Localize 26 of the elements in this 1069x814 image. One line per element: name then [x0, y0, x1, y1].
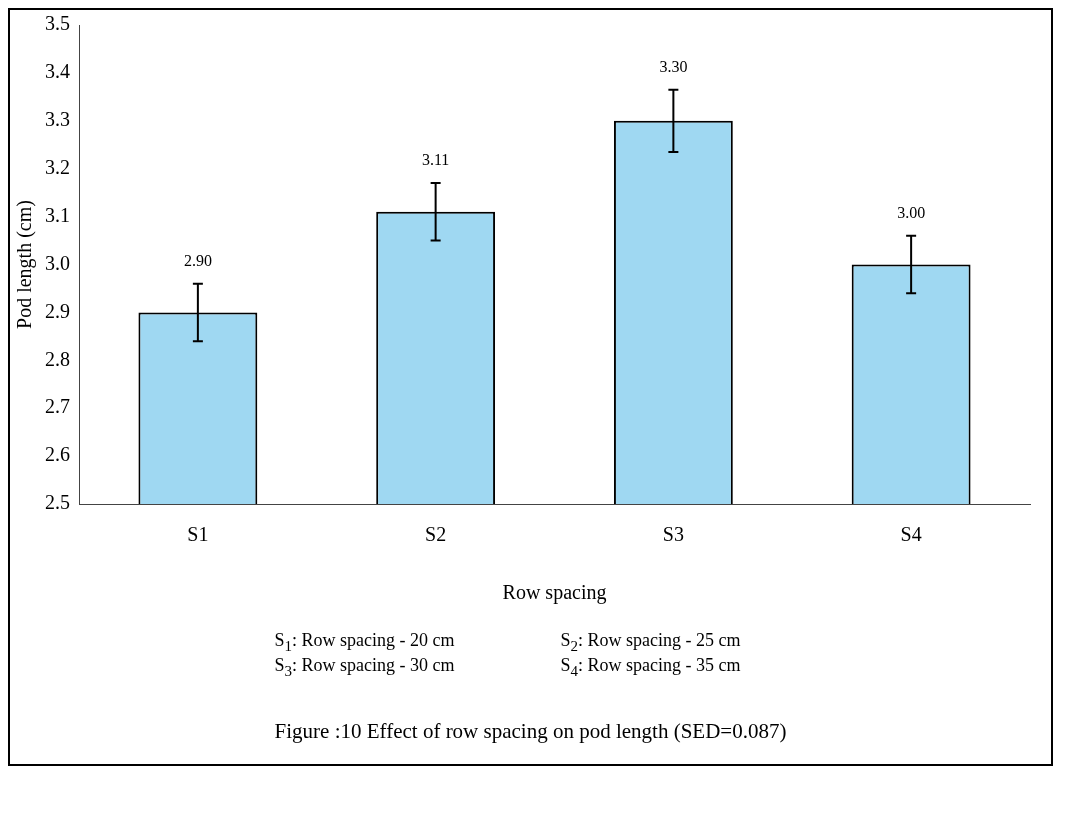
- text: S$_{1}$: Row spacing - 20 cm: [274, 630, 456, 655]
- y-tick-label: 2.5: [45, 491, 70, 514]
- text: S$_{2}$: Row spacing - 25 cm: [560, 630, 742, 655]
- y-tick-label: 2.7: [45, 395, 70, 418]
- text: Figure :10 Effect of row spacing on pod length (SED=0.087): [274, 719, 787, 745]
- data-label: 2.90: [183, 251, 212, 269]
- data-label: 3.30: [659, 57, 688, 75]
- x-axis-title: Row spacing: [502, 581, 607, 605]
- y-tick-label: 2.9: [45, 299, 70, 322]
- y-axis-title: Pod length (cm): [13, 200, 37, 329]
- data-label: 3.00: [897, 203, 926, 221]
- x-tick-label: S3: [662, 523, 684, 546]
- y-tick-label: 3.3: [45, 108, 70, 131]
- y-tick-label: 2.8: [45, 347, 70, 370]
- data-label: 3.11: [421, 151, 450, 169]
- y-tick-label: 3.5: [45, 12, 70, 35]
- y-tick-label: 3.1: [45, 203, 70, 226]
- y-tick-label: 2.6: [45, 443, 70, 466]
- y-tick-label: 3.4: [45, 60, 70, 83]
- x-tick-label: S1: [187, 523, 209, 546]
- y-tick-label: 3.2: [45, 155, 70, 178]
- y-tick-label: 3.0: [45, 251, 70, 274]
- text: S$_{3}$: Row spacing - 30 cm: [274, 654, 456, 680]
- x-tick-label: S2: [425, 523, 447, 546]
- x-tick-label: S4: [900, 523, 922, 546]
- text: S$_{4}$: Row spacing - 35 cm: [560, 654, 742, 680]
